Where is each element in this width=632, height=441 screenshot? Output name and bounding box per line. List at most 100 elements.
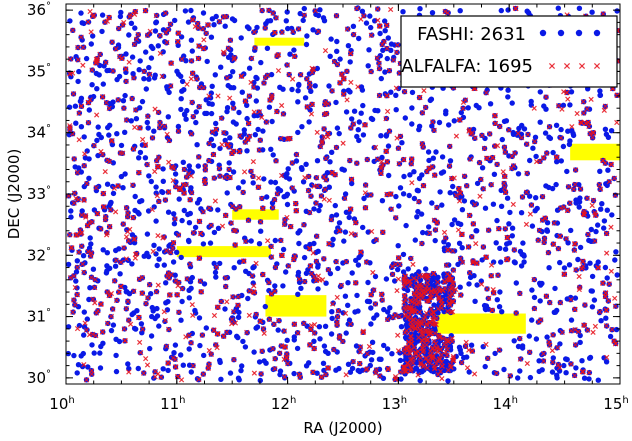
fashi-point — [179, 298, 185, 305]
alfalfa-point — [253, 311, 259, 318]
alfalfa-point — [465, 244, 471, 250]
alfalfa-point — [604, 354, 610, 361]
fashi-point — [355, 127, 361, 133]
alfalfa-point — [353, 219, 359, 225]
fashi-point — [587, 354, 594, 361]
fashi-point — [74, 370, 80, 376]
alfalfa-point — [461, 173, 468, 179]
alfalfa-point — [74, 325, 81, 332]
alfalfa-point — [223, 283, 229, 290]
alfalfa-point — [341, 91, 347, 97]
alfalfa-point — [541, 239, 547, 246]
fashi-point — [372, 273, 379, 280]
alfalfa-point — [487, 131, 493, 137]
alfalfa-point — [152, 374, 158, 380]
alfalfa-point — [414, 301, 420, 307]
alfalfa-point — [136, 276, 142, 282]
alfalfa-point — [379, 164, 385, 170]
alfalfa-point — [296, 276, 302, 282]
fashi-point — [345, 361, 352, 367]
fashi-point — [142, 155, 149, 161]
alfalfa-point — [312, 8, 319, 14]
fashi-point — [156, 246, 162, 252]
fashi-point — [211, 22, 217, 28]
alfalfa-point — [201, 85, 207, 91]
fashi-point — [94, 137, 100, 144]
fashi-point — [96, 183, 102, 190]
alfalfa-point — [231, 308, 237, 315]
legend: FASHI: 2631 ALFALFA: 1695 — [400, 15, 618, 88]
alfalfa-point — [90, 13, 96, 19]
alfalfa-point — [608, 224, 614, 230]
alfalfa-point — [523, 221, 530, 227]
alfalfa-point — [329, 88, 335, 94]
alfalfa-point — [424, 280, 431, 286]
fashi-point — [178, 106, 184, 113]
alfalfa-point — [313, 277, 319, 284]
fashi-point — [557, 259, 563, 266]
fashi-point — [384, 346, 391, 352]
alfalfa-point — [362, 190, 368, 196]
alfalfa-point — [451, 175, 457, 181]
alfalfa-point — [523, 189, 530, 195]
fashi-point — [231, 17, 238, 24]
alfalfa-point — [161, 234, 167, 240]
fashi-point — [207, 240, 214, 246]
alfalfa-point — [107, 224, 113, 230]
fashi-point — [420, 229, 426, 236]
alfalfa-point — [144, 362, 151, 368]
alfalfa-point — [231, 356, 237, 363]
alfalfa-point — [307, 327, 314, 333]
alfalfa-point — [592, 323, 599, 329]
alfalfa-point — [347, 321, 354, 327]
fashi-point — [212, 269, 219, 276]
alfalfa-point — [426, 298, 432, 304]
alfalfa-point — [427, 230, 433, 236]
alfalfa-point — [419, 141, 425, 147]
alfalfa-point — [249, 273, 255, 279]
fashi-point — [561, 362, 567, 369]
fashi-point — [376, 356, 383, 362]
alfalfa-point — [495, 226, 502, 232]
fashi-point — [78, 353, 84, 359]
alfalfa-point — [311, 183, 317, 189]
fashi-point — [180, 159, 186, 165]
alfalfa-point — [443, 262, 450, 268]
alfalfa-point — [368, 291, 374, 298]
alfalfa-point — [502, 144, 508, 150]
alfalfa-point — [376, 92, 382, 99]
alfalfa-point — [116, 289, 122, 295]
alfalfa-point — [572, 372, 578, 379]
alfalfa-point — [218, 115, 224, 122]
alfalfa-point — [211, 175, 217, 181]
alfalfa-point — [535, 237, 541, 243]
alfalfa-point — [251, 29, 257, 35]
fashi-point — [165, 114, 171, 120]
alfalfa-point — [343, 259, 349, 265]
alfalfa-point — [115, 97, 121, 103]
fashi-point — [565, 240, 571, 246]
alfalfa-point — [494, 161, 500, 167]
alfalfa-point — [412, 293, 419, 299]
alfalfa-point — [311, 345, 317, 352]
alfalfa-point — [270, 346, 276, 352]
alfalfa-point — [138, 350, 144, 356]
fashi-point — [604, 275, 610, 281]
alfalfa-point — [156, 198, 162, 205]
alfalfa-point — [421, 87, 427, 94]
alfalfa-point — [164, 131, 170, 138]
alfalfa-point — [415, 372, 421, 378]
fashi-point — [505, 94, 511, 100]
alfalfa-point — [111, 278, 118, 284]
alfalfa-point — [144, 295, 151, 301]
fashi-point — [260, 128, 266, 134]
fashi-point — [356, 35, 362, 42]
fashi-point — [400, 191, 407, 197]
alfalfa-point — [244, 329, 250, 336]
alfalfa-point — [608, 161, 614, 167]
fashi-point — [398, 324, 405, 330]
alfalfa-point — [225, 45, 231, 51]
alfalfa-point — [564, 90, 570, 96]
fashi-point — [73, 120, 79, 126]
alfalfa-point — [261, 330, 267, 336]
